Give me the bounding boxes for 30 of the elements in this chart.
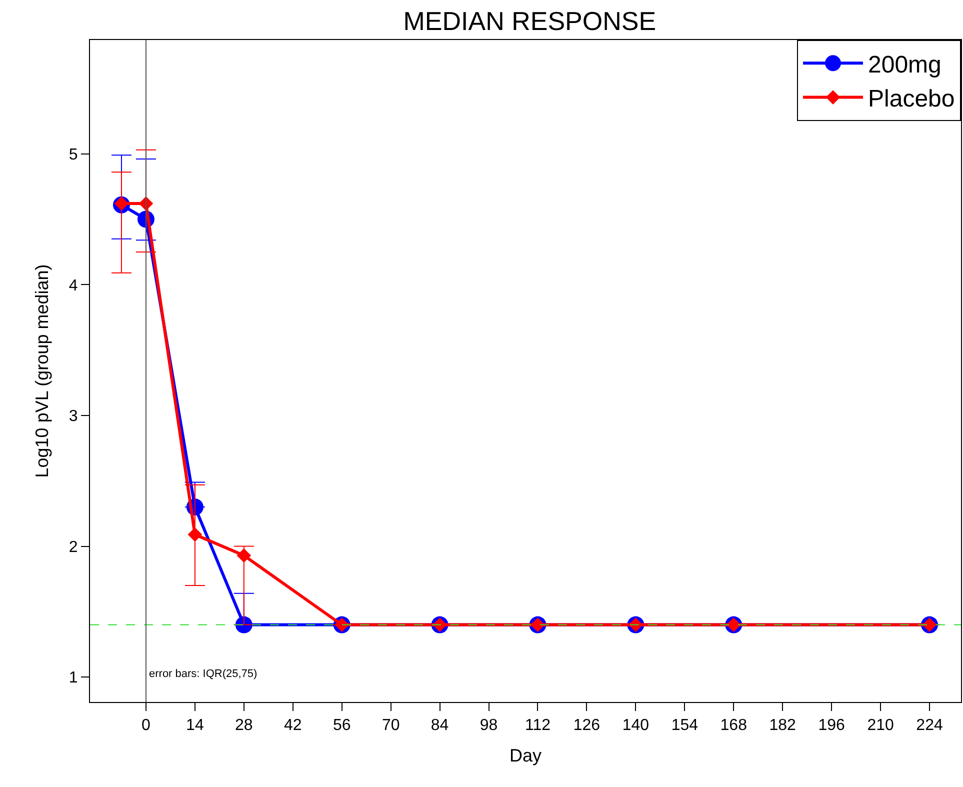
x-tick-label: 126: [573, 717, 600, 734]
y-tick-label: 2: [68, 538, 78, 556]
x-tick-label: 182: [769, 717, 796, 734]
x-tick-label: 196: [818, 717, 846, 734]
x-tick-label: 70: [382, 717, 400, 734]
legend-label: 200mg: [868, 51, 942, 78]
x-tick-label: 84: [430, 717, 449, 734]
y-tick-label: 3: [68, 408, 78, 426]
x-tick-label: 112: [524, 717, 551, 734]
chart-title: MEDIAN RESPONSE: [403, 6, 656, 36]
y-tick-label: 4: [68, 277, 78, 294]
x-tick-label: 28: [235, 717, 253, 734]
x-tick-label: 140: [622, 717, 650, 734]
x-axis-title: Day: [509, 745, 542, 766]
x-tick-label: 56: [332, 717, 351, 734]
x-tick-label: 42: [284, 717, 302, 734]
annotation: error bars: IQR(25,75): [149, 668, 258, 680]
x-tick-label: 98: [480, 717, 498, 734]
x-tick-label: 154: [671, 717, 698, 734]
point: [236, 548, 252, 563]
x-tick-label: 168: [720, 717, 748, 734]
legend-label: Placebo: [868, 86, 955, 113]
x-tick-label: 224: [916, 717, 943, 734]
x-tick-label: 0: [142, 717, 151, 734]
point: [188, 527, 202, 542]
x-tick-label: 210: [867, 717, 894, 734]
y-tick-label: 1: [68, 670, 78, 687]
x-tick-label: 14: [186, 717, 204, 734]
y-axis-title: Log10 pVL (group median): [32, 264, 52, 478]
y-tick-label: 5: [68, 146, 78, 164]
